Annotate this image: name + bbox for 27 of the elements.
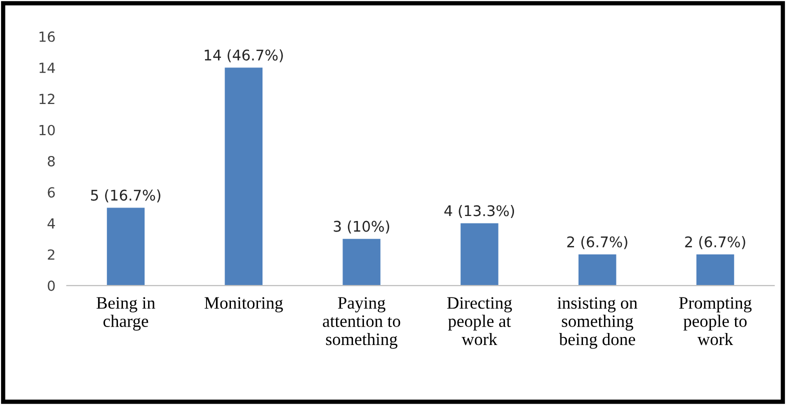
bar: [106, 208, 145, 286]
x-tick-label: Directing people at work: [447, 297, 512, 346]
bar: [696, 254, 734, 286]
y-tick-label: 14: [40, 62, 55, 73]
y-tick-label: 10: [40, 124, 55, 136]
y-tick-label: 12: [40, 94, 54, 104]
x-tick-label: insisting on something being done: [557, 297, 638, 349]
data-label: 3 (10%): [334, 220, 390, 234]
y-tick-label: 16: [40, 31, 55, 42]
y-tick-label: 0: [48, 280, 55, 291]
data-label: 2 (6.7%): [685, 236, 746, 250]
bar: [460, 223, 498, 286]
y-tick-label: 4: [48, 218, 55, 229]
data-label: 4 (13.3%): [444, 204, 514, 218]
data-label: 5 (16.7%): [91, 189, 160, 202]
x-tick-label: Paying attention to something: [322, 297, 400, 349]
bar: [224, 68, 263, 286]
x-tick-label: Being in charge: [96, 297, 156, 331]
bar: [578, 254, 616, 286]
x-tick-label: Prompting people to work: [679, 297, 752, 346]
data-label: 2 (6.7%): [567, 236, 628, 250]
y-tick-label: 6: [48, 187, 55, 198]
y-tick-label: 2: [48, 249, 54, 260]
bar: [342, 238, 380, 286]
y-tick-label: 8: [48, 156, 55, 166]
x-tick-label: Monitoring: [204, 297, 283, 312]
data-label: 14 (46.7%): [204, 49, 283, 62]
